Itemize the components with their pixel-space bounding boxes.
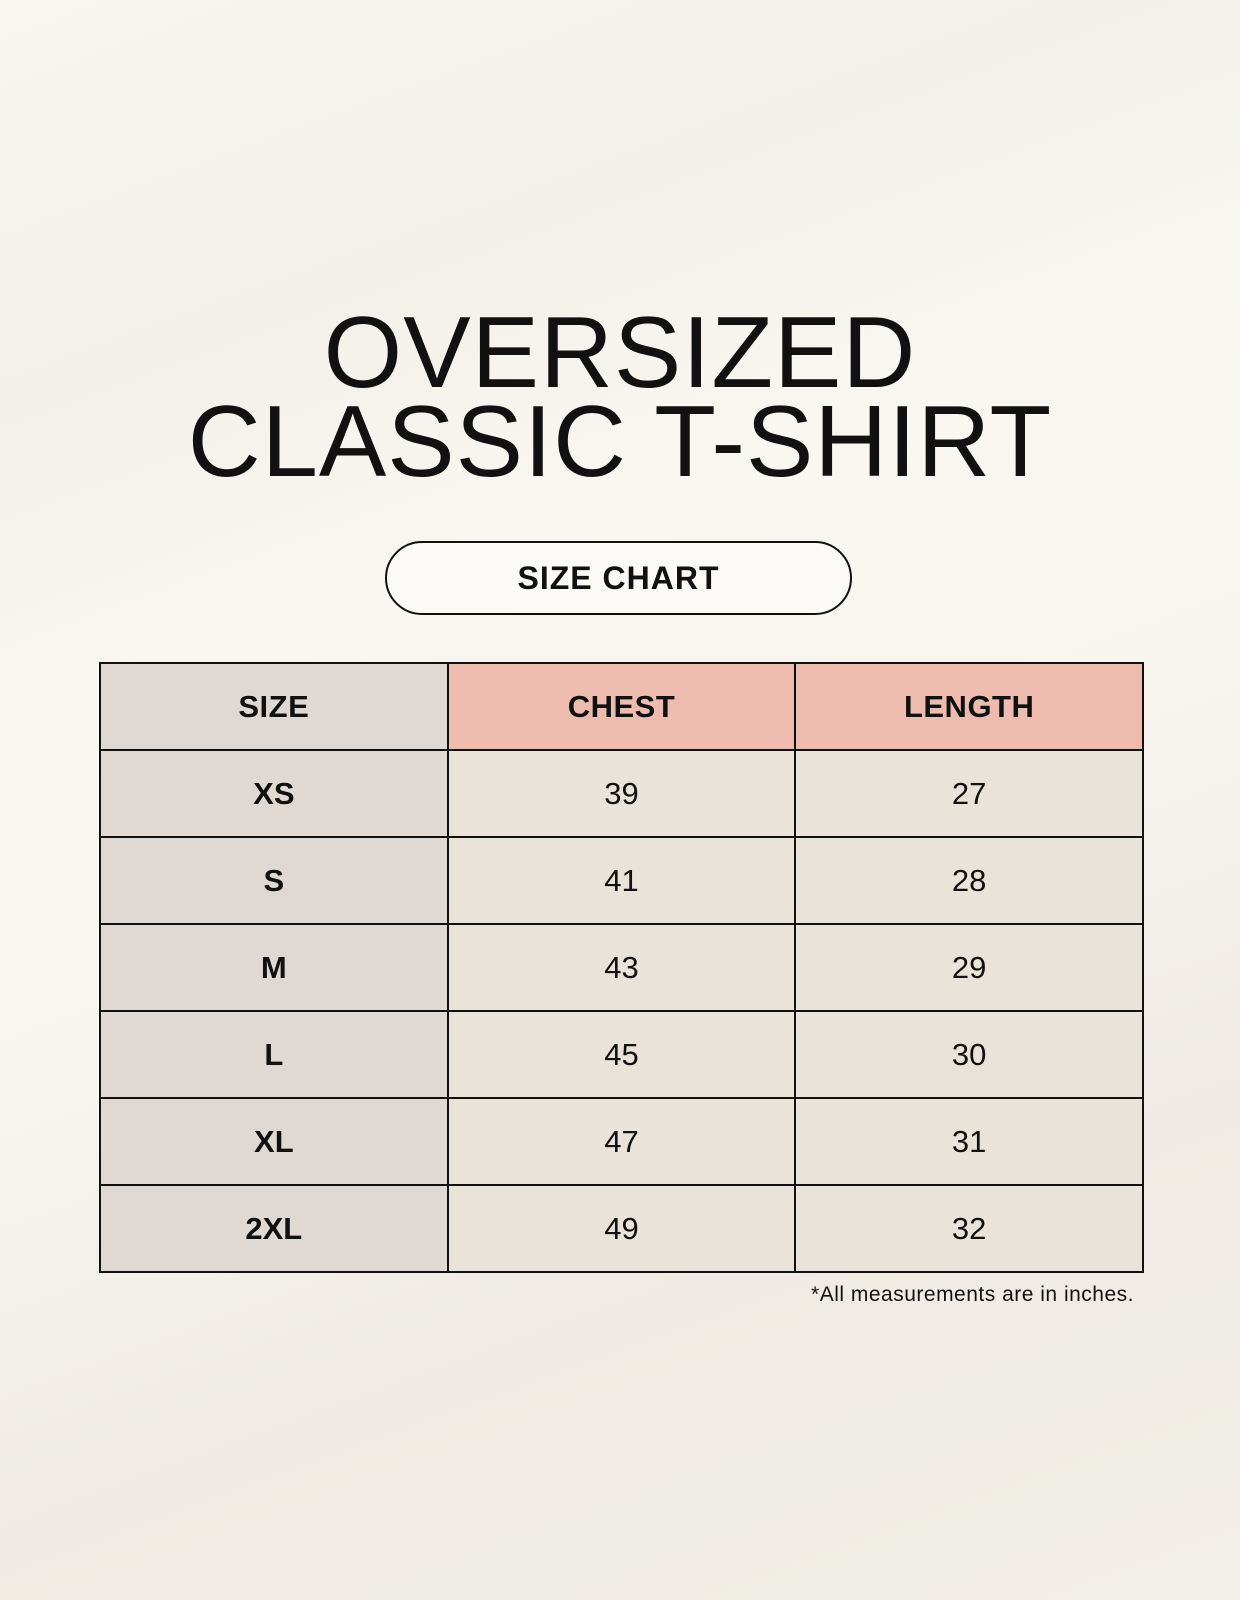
length-cell: 29 — [794, 923, 1144, 1012]
size-cell: S — [99, 836, 449, 925]
chest-cell: 45 — [446, 1010, 797, 1099]
chest-cell: 49 — [446, 1184, 797, 1273]
size-cell: L — [99, 1010, 449, 1099]
table-row: L 45 30 — [99, 1010, 1144, 1099]
footnote: *All measurements are in inches. — [811, 1283, 1134, 1306]
header-size: SIZE — [99, 662, 449, 751]
title-line-2: CLASSIC T-SHIRT — [187, 386, 1053, 498]
length-cell: 28 — [794, 836, 1144, 925]
length-cell: 31 — [794, 1097, 1144, 1186]
chest-cell: 41 — [446, 836, 797, 925]
size-chart-badge: SIZE CHART — [385, 541, 852, 615]
header-chest: CHEST — [446, 662, 797, 751]
size-cell: XS — [99, 749, 449, 838]
table-row: S 41 28 — [99, 836, 1144, 925]
table-header-row: SIZE CHEST LENGTH — [99, 662, 1144, 751]
title-line-1: OVERSIZED — [323, 297, 917, 409]
table-row: XS 39 27 — [99, 749, 1144, 838]
chest-cell: 43 — [446, 923, 797, 1012]
table-row: XL 47 31 — [99, 1097, 1144, 1186]
size-cell: M — [99, 923, 449, 1012]
length-cell: 27 — [794, 749, 1144, 838]
length-cell: 30 — [794, 1010, 1144, 1099]
size-cell: XL — [99, 1097, 449, 1186]
length-cell: 32 — [794, 1184, 1144, 1273]
size-table: SIZE CHEST LENGTH XS 39 27 S 41 28 M 43 29 L 45 30 X… — [99, 662, 1144, 1273]
chest-cell: 47 — [446, 1097, 797, 1186]
header-length: LENGTH — [794, 662, 1144, 751]
table-row: 2XL 49 32 — [99, 1184, 1144, 1273]
size-cell: 2XL — [99, 1184, 449, 1273]
table-row: M 43 29 — [99, 923, 1144, 1012]
chest-cell: 39 — [446, 749, 797, 838]
